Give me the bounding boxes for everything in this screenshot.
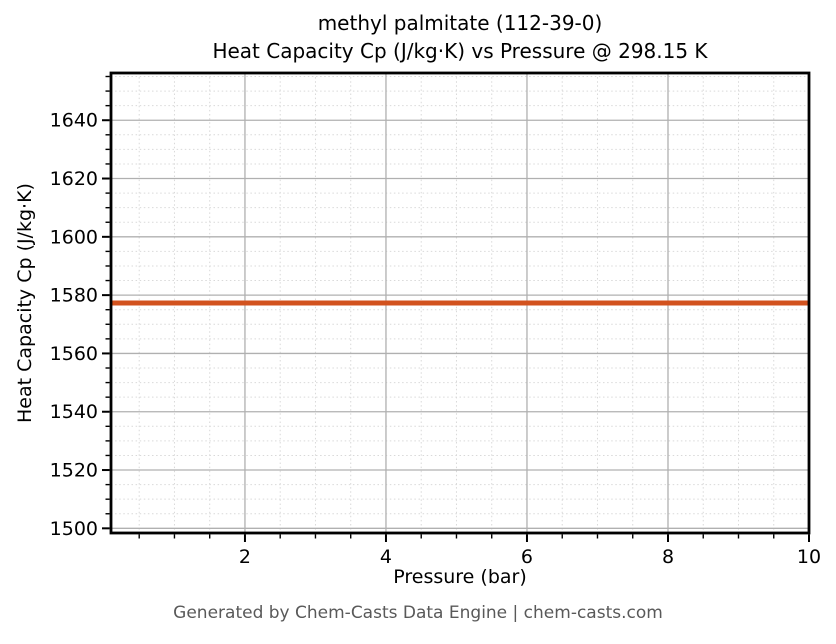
x-tick-label: 10 <box>797 546 821 568</box>
x-axis-label: Pressure (bar) <box>393 566 527 588</box>
x-tick-label: 2 <box>239 546 251 568</box>
y-tick-label: 1600 <box>50 226 98 248</box>
y-tick-label: 1500 <box>50 518 98 540</box>
chart-title-line1: methyl palmitate (112-39-0) <box>317 11 603 35</box>
chart-title-line2: Heat Capacity Cp (J/kg·K) vs Pressure @ … <box>212 39 708 63</box>
x-tick-label: 4 <box>380 546 392 568</box>
x-tick-label: 8 <box>662 546 674 568</box>
footer-credit: Generated by Chem-Casts Data Engine | ch… <box>173 603 663 623</box>
y-tick-label: 1580 <box>50 285 98 307</box>
y-tick-label: 1520 <box>50 460 98 482</box>
x-tick-label: 6 <box>521 546 533 568</box>
plot-border <box>109 71 811 535</box>
y-tick-label: 1540 <box>50 401 98 423</box>
chart-title: methyl palmitate (112-39-0) Heat Capacit… <box>111 9 809 65</box>
y-tick-label: 1560 <box>50 343 98 365</box>
y-tick-label: 1640 <box>50 110 98 132</box>
y-tick-label: 1620 <box>50 168 98 190</box>
